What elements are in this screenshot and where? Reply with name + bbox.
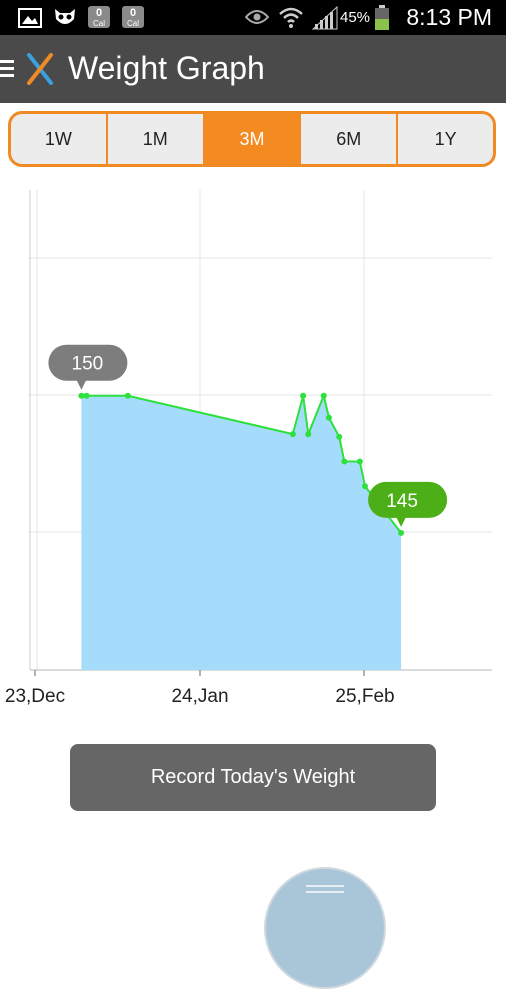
callout-end-label: 145 [386, 491, 418, 512]
callout-end-pointer [396, 516, 407, 527]
battery-icon [375, 5, 389, 30]
callout-start-bubble [48, 344, 128, 381]
weight-chart[interactable]: 23,Dec 24,Jan 25,Feb 150 145 [0, 180, 506, 720]
data-point[interactable] [83, 392, 90, 399]
calendar-badge-icon: 0 Cal [122, 6, 144, 28]
menu-icon[interactable] [0, 58, 14, 78]
x-tick-label: 23,Dec [5, 686, 65, 707]
callout-end-bubble [368, 481, 448, 518]
tab-1m[interactable]: 1M [107, 114, 205, 164]
clock: 8:13 PM [406, 4, 492, 30]
data-point[interactable] [78, 392, 85, 399]
data-point[interactable] [300, 392, 307, 399]
page-title: Weight Graph [68, 50, 265, 86]
calendar-badge-icon: 0 Cal [88, 6, 110, 28]
data-point[interactable] [336, 433, 343, 440]
data-point[interactable] [341, 458, 348, 465]
callout-start-label: 150 [72, 354, 104, 375]
range-tabs: 1W 1M 3M 6M 1Y [8, 111, 496, 167]
x-tick-label: 24,Jan [171, 686, 228, 707]
cal-badge-label: Cal [126, 19, 139, 28]
wifi-icon [279, 7, 303, 28]
gallery-icon [18, 8, 42, 28]
data-point[interactable] [398, 529, 405, 536]
data-point[interactable] [124, 392, 131, 399]
data-point[interactable] [325, 414, 332, 421]
cal-badge-count: 0 [129, 7, 137, 19]
tab-6m[interactable]: 6M [301, 114, 399, 164]
weight-area-fill [81, 395, 402, 670]
battery-percent: 45% [340, 9, 371, 26]
data-point[interactable] [320, 392, 327, 399]
data-point[interactable] [362, 483, 368, 490]
signal-icon [312, 6, 338, 30]
tab-1w[interactable]: 1W [11, 114, 108, 164]
owl-notification-icon [55, 9, 75, 24]
data-point[interactable] [305, 431, 312, 438]
bottom-fab[interactable] [264, 867, 386, 989]
callout-start-pointer [76, 379, 87, 390]
app-logo-icon[interactable] [26, 53, 54, 85]
tab-3m[interactable]: 3M [204, 114, 302, 164]
x-tick-label: 25,Feb [335, 686, 394, 707]
cal-badge-count: 0 [95, 7, 103, 19]
cal-badge-label: Cal [92, 19, 105, 28]
eye-icon [245, 10, 269, 24]
app-bar: Weight Graph [0, 35, 506, 103]
data-point[interactable] [356, 458, 363, 465]
tab-1y[interactable]: 1Y [398, 114, 493, 164]
status-bar: 0 Cal 0 Cal 45% 8:13 PM [0, 0, 506, 35]
data-point[interactable] [289, 431, 296, 438]
record-weight-button[interactable]: Record Today's Weight [70, 744, 436, 811]
